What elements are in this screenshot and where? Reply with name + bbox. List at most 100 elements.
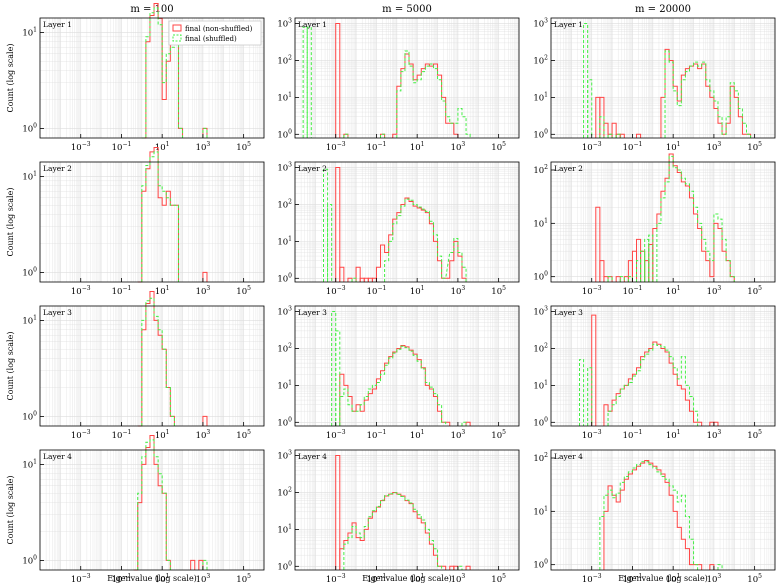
column-title: m = 5000 <box>382 4 432 15</box>
y-tick-label: 102 <box>277 342 292 354</box>
panel-layer-label: Layer 1 <box>298 20 327 29</box>
x-tick-label: 105 <box>747 429 762 441</box>
x-tick-label: 103 <box>451 573 466 585</box>
x-tick-label: 105 <box>491 141 506 153</box>
series-non-shuffled-bar <box>631 250 638 282</box>
x-tick-label: 10−1 <box>367 141 387 153</box>
y-tick-label: 101 <box>277 523 292 535</box>
x-tick-label: 10−1 <box>623 429 643 441</box>
y-tick-label: 100 <box>533 271 548 283</box>
panel-frame <box>550 449 776 571</box>
y-tick-label: 103 <box>277 306 292 318</box>
x-axis-label: Eigenvalue (log scale) <box>618 574 708 583</box>
panel-layer-label: Layer 3 <box>298 308 327 317</box>
y-tick-label: 101 <box>22 170 37 182</box>
x-tick-label: 10−3 <box>326 429 346 441</box>
panel-frame <box>294 161 520 283</box>
y-tick-label: 102 <box>277 54 292 66</box>
series-non-shuffled-bar <box>603 122 609 138</box>
y-tick-label: 101 <box>533 91 548 103</box>
y-tick-label: 101 <box>533 505 548 517</box>
x-tick-label: 10−3 <box>582 141 602 153</box>
series-non-shuffled <box>392 53 459 138</box>
x-tick-label: 105 <box>747 141 762 153</box>
x-tick-label: 101 <box>155 429 170 441</box>
series-shuffled <box>343 492 443 570</box>
x-tick-label: 103 <box>196 141 211 153</box>
y-tick-label: 102 <box>533 54 548 66</box>
y-tick-label: 100 <box>533 559 548 571</box>
y-tick-label: 102 <box>277 486 292 498</box>
panel-frame <box>39 161 265 283</box>
y-tick-label: 100 <box>22 410 37 422</box>
x-tick-label: 105 <box>747 573 762 585</box>
series-shuffled-bar <box>351 277 357 282</box>
panel-layer-label: Layer 1 <box>43 20 72 29</box>
x-tick-label: 103 <box>451 285 466 297</box>
series-shuffled-bar <box>587 79 593 138</box>
y-tick-label: 101 <box>22 458 37 470</box>
series-shuffled-bar <box>461 421 467 426</box>
panel-layer-label: Layer 3 <box>43 308 72 317</box>
series-non-shuffled-bar <box>640 250 646 282</box>
series-non-shuffled-bar <box>335 167 341 282</box>
histogram-panel: 10−3 10−1 101 103 105 100 101 102 103 Layer 2 <box>277 161 520 297</box>
series-shuffled-bar <box>327 203 333 282</box>
series-non-shuffled-bar <box>335 23 341 138</box>
panel-layer-label: Layer 2 <box>298 164 327 173</box>
x-tick-label: 101 <box>155 573 170 585</box>
x-tick-label: 10−3 <box>71 141 91 153</box>
panel-layer-label: Layer 4 <box>554 452 583 461</box>
series-non-shuffled-bar <box>355 266 361 282</box>
x-tick-label: 10−3 <box>71 429 91 441</box>
series-non-shuffled-bar <box>595 206 601 282</box>
panel-frame <box>39 305 265 427</box>
x-tick-label: 10−1 <box>623 285 643 297</box>
series-non-shuffled-bar <box>611 122 617 138</box>
x-tick-label: 101 <box>666 573 681 585</box>
panel-layer-label: Layer 2 <box>43 164 72 173</box>
histogram-panel: 10−3 10−1 101 103 105 100 101 Layer 1 final (non… <box>22 3 265 153</box>
series-shuffled <box>396 50 471 138</box>
x-tick-label: 105 <box>491 429 506 441</box>
y-tick-label: 101 <box>22 26 37 38</box>
axis-labels: Count (log scale) Count (log scale) Count … <box>6 44 708 583</box>
y-axis-label: Count (log scale) <box>6 332 15 401</box>
y-tick-label: 103 <box>533 18 548 30</box>
series-non-shuffled-bar <box>202 271 208 282</box>
series-shuffled-bar <box>607 133 613 138</box>
x-tick-label: 101 <box>410 573 425 585</box>
y-tick-label: 101 <box>277 379 292 391</box>
series-shuffled-bar <box>599 116 605 138</box>
x-tick-label: 105 <box>491 285 506 297</box>
y-tick-label: 102 <box>533 164 548 176</box>
series-shuffled-bar <box>615 133 621 138</box>
y-tick-label: 100 <box>533 416 548 428</box>
panel-frame <box>294 449 520 571</box>
series-shuffled <box>137 439 171 570</box>
panel-layer-label: Layer 4 <box>298 452 327 461</box>
series-non-shuffled <box>603 459 703 570</box>
series-shuffled <box>384 198 467 282</box>
x-tick-label: 105 <box>491 573 506 585</box>
histogram-panel: 10−3 10−1 101 103 105 100 101 Layer 3 <box>22 291 265 441</box>
series-non-shuffled-bar <box>465 421 471 426</box>
histogram-panel: 10−3 10−1 101 103 105 100 101 102 103 Layer 3 <box>277 306 520 441</box>
series-shuffled-bar <box>306 26 312 138</box>
legend: final (non-shuffled) final (shuffled) <box>168 20 262 46</box>
legend-swatch-non-shuffled <box>172 24 182 32</box>
series-non-shuffled <box>339 345 451 426</box>
y-axis-label: Count (log scale) <box>6 476 15 545</box>
panel-layer-label: Layer 1 <box>554 20 583 29</box>
series-non-shuffled-bar <box>343 133 349 138</box>
panel-frame <box>294 17 520 139</box>
series-shuffled-bar <box>202 127 208 138</box>
series-shuffled-bar <box>323 168 329 282</box>
y-tick-label: 100 <box>277 560 292 572</box>
panel-layer-label: Layer 3 <box>554 308 583 317</box>
y-tick-label: 103 <box>277 450 292 462</box>
series-non-shuffled <box>375 197 467 282</box>
series-non-shuffled-bar <box>190 559 196 570</box>
x-tick-label: 10−3 <box>326 285 346 297</box>
